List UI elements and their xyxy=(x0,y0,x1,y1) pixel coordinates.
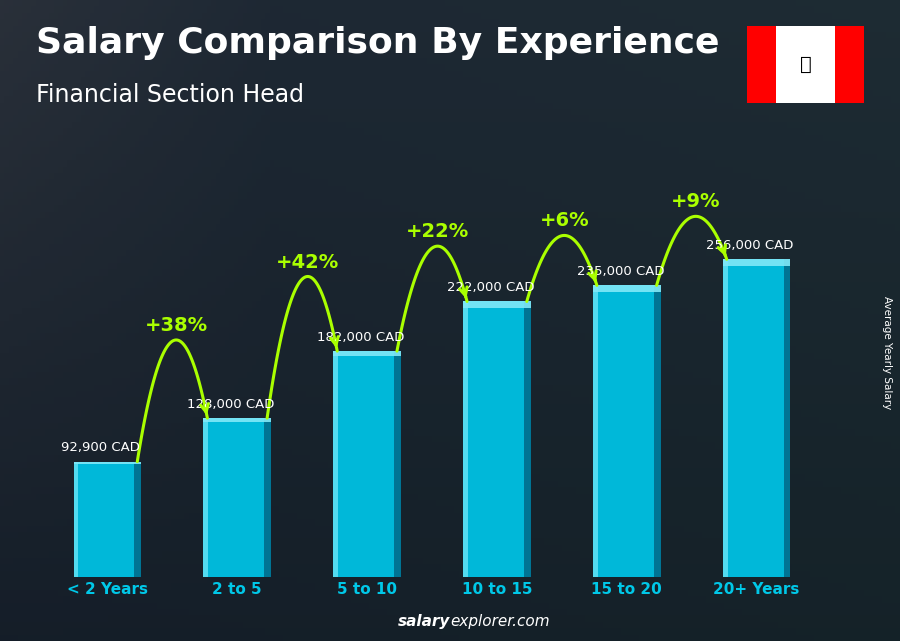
Bar xyxy=(784,260,790,577)
Text: +42%: +42% xyxy=(276,253,339,272)
Text: explorer.com: explorer.com xyxy=(450,615,550,629)
Bar xyxy=(464,301,468,577)
Text: Salary Comparison By Experience: Salary Comparison By Experience xyxy=(36,26,719,60)
Bar xyxy=(74,462,141,577)
Bar xyxy=(203,418,208,577)
Bar xyxy=(776,26,835,103)
Text: Financial Section Head: Financial Section Head xyxy=(36,83,304,107)
Bar xyxy=(394,351,400,577)
Bar xyxy=(593,285,661,577)
Bar xyxy=(723,260,790,266)
Bar xyxy=(333,351,400,356)
Text: 92,900 CAD: 92,900 CAD xyxy=(61,441,140,454)
Bar xyxy=(653,285,661,577)
Bar xyxy=(265,418,271,577)
Text: 222,000 CAD: 222,000 CAD xyxy=(446,281,535,294)
Bar xyxy=(723,260,727,577)
Text: 256,000 CAD: 256,000 CAD xyxy=(706,239,794,252)
Bar xyxy=(747,26,776,103)
Text: 235,000 CAD: 235,000 CAD xyxy=(577,265,664,278)
Bar xyxy=(74,462,78,577)
Bar xyxy=(835,26,864,103)
Text: +38%: +38% xyxy=(145,316,208,335)
Bar xyxy=(524,301,531,577)
Bar xyxy=(134,462,141,577)
Bar xyxy=(203,418,271,577)
Text: +9%: +9% xyxy=(671,192,721,212)
Text: Average Yearly Salary: Average Yearly Salary xyxy=(881,296,892,409)
Bar xyxy=(203,418,271,422)
Text: 128,000 CAD: 128,000 CAD xyxy=(187,397,274,411)
Text: 182,000 CAD: 182,000 CAD xyxy=(317,331,404,344)
Bar xyxy=(74,462,141,464)
Bar xyxy=(464,301,531,308)
Bar xyxy=(333,351,338,577)
Bar xyxy=(593,285,598,577)
Text: +22%: +22% xyxy=(406,222,469,241)
Bar xyxy=(464,301,531,577)
Text: +6%: +6% xyxy=(540,212,590,231)
Bar xyxy=(593,285,661,292)
Bar xyxy=(723,260,790,577)
Text: 🍁: 🍁 xyxy=(799,54,812,74)
Text: salary: salary xyxy=(398,615,450,629)
Bar xyxy=(333,351,400,577)
